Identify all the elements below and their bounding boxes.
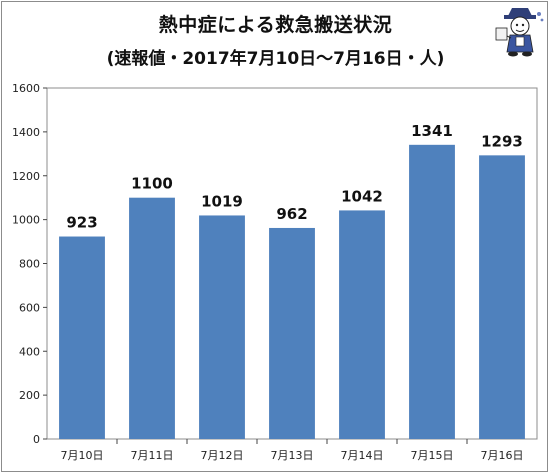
bar xyxy=(59,236,105,439)
cartoon-character-icon xyxy=(495,8,544,57)
bar xyxy=(409,144,455,440)
bar xyxy=(339,210,385,439)
x-tick-label: 7月10日 xyxy=(61,449,104,462)
x-tick-label: 7月13日 xyxy=(271,449,314,462)
data-label: 1341 xyxy=(411,122,453,140)
y-tick-label: 800 xyxy=(19,258,40,271)
chart-title: 熱中症による救急搬送状況 xyxy=(158,14,393,36)
data-label: 923 xyxy=(66,214,97,232)
data-label: 1042 xyxy=(341,187,383,205)
bar xyxy=(269,227,315,439)
bar xyxy=(199,215,245,439)
x-tick-label: 7月11日 xyxy=(131,449,174,462)
data-label: 962 xyxy=(276,205,307,223)
data-label: 1019 xyxy=(201,192,243,210)
chart-subtitle: (速報値・2017年7月10日～7月16日・人) xyxy=(106,49,445,69)
data-label: 1293 xyxy=(481,132,523,150)
x-tick-label: 7月14日 xyxy=(341,449,384,462)
bar xyxy=(129,197,175,439)
x-tick-label: 7月16日 xyxy=(481,449,524,462)
x-tick-label: 7月15日 xyxy=(411,449,454,462)
y-tick-label: 600 xyxy=(19,301,40,314)
x-tick-label: 7月12日 xyxy=(201,449,244,462)
y-tick-label: 1600 xyxy=(12,82,40,95)
y-tick-label: 1000 xyxy=(12,214,40,227)
data-label: 1100 xyxy=(131,175,173,193)
y-tick-label: 0 xyxy=(33,433,40,446)
y-tick-label: 400 xyxy=(19,345,40,358)
y-tick-label: 1200 xyxy=(12,170,40,183)
y-tick-label: 200 xyxy=(19,389,40,402)
y-tick-label: 1400 xyxy=(12,126,40,139)
bar xyxy=(479,155,525,439)
